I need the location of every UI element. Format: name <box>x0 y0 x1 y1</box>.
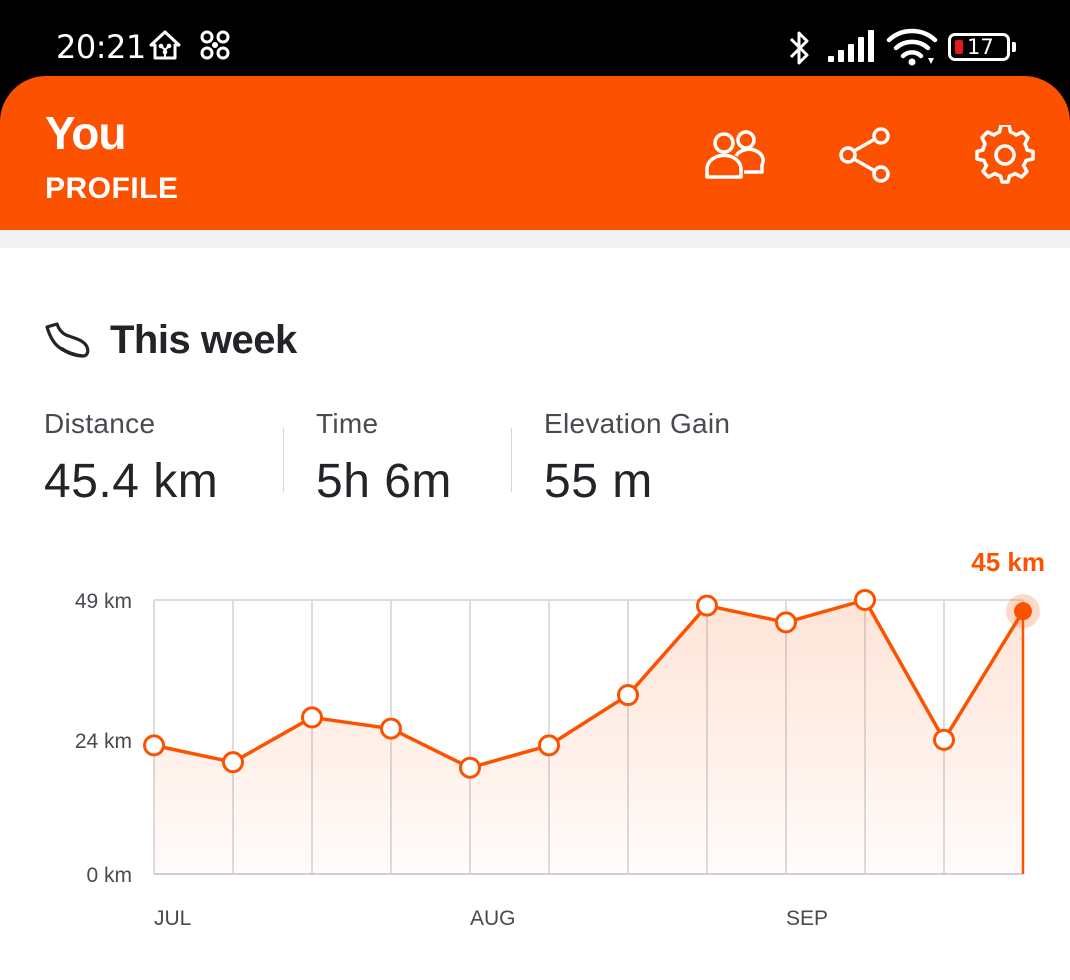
stat-divider <box>511 428 512 492</box>
data-point[interactable] <box>143 734 165 757</box>
share-icon <box>839 127 890 183</box>
stat-label: Time <box>316 408 379 439</box>
y-tick-label: 0 km <box>86 864 132 887</box>
battery-percentage: 17 <box>967 35 994 59</box>
stat-distance: Distance 45.4 km <box>44 408 218 509</box>
stat-elevation: Elevation Gain 55 m <box>544 408 730 509</box>
profile-header: You PROFILE <box>0 76 1070 230</box>
stat-divider <box>283 428 284 492</box>
friends-button[interactable] <box>700 120 770 190</box>
selected-data-point[interactable] <box>1014 602 1032 621</box>
data-point[interactable] <box>459 756 481 779</box>
distance-line <box>153 598 1025 770</box>
status-time: 20:21 <box>56 28 146 66</box>
stat-label: Elevation Gain <box>544 408 731 439</box>
data-point[interactable] <box>538 734 560 757</box>
page-subtitle: PROFILE <box>45 172 179 205</box>
stat-label: Distance <box>44 408 156 439</box>
section-title: This week <box>110 318 297 362</box>
data-point[interactable] <box>617 684 639 707</box>
week-heading: This week <box>44 318 297 363</box>
data-point[interactable] <box>301 706 323 729</box>
stat-value: 45.4 km <box>44 455 219 508</box>
signal-icon <box>828 30 874 62</box>
bluetooth-icon <box>789 31 809 65</box>
stat-value: 5h 6m <box>316 455 452 508</box>
data-point[interactable] <box>854 589 876 611</box>
y-tick-label: 24 km <box>75 730 132 753</box>
data-point[interactable] <box>933 728 955 751</box>
data-point[interactable] <box>696 594 718 617</box>
page-title: You <box>45 107 126 159</box>
share-button[interactable] <box>830 120 900 190</box>
settings-icon <box>975 125 1035 184</box>
settings-button[interactable] <box>970 120 1040 190</box>
data-point[interactable] <box>775 611 797 634</box>
home-assistant-icon <box>149 30 181 60</box>
y-tick-label: 49 km <box>75 590 132 613</box>
stat-time: Time 5h 6m <box>316 408 452 509</box>
stat-value: 55 m <box>544 455 653 508</box>
x-tick-label: SEP <box>786 907 828 930</box>
friends-icon <box>705 130 765 179</box>
header-divider <box>0 230 1070 248</box>
data-point[interactable] <box>222 751 244 774</box>
weekly-distance-chart[interactable]: 0 km 24 km 49 km JUL AUG SEP 45 km <box>0 248 1070 980</box>
data-point[interactable] <box>380 717 402 740</box>
battery-icon: 17 <box>948 33 1016 61</box>
shoe-icon <box>45 321 90 358</box>
distance-area <box>154 600 1023 874</box>
selected-value-label: 45 km <box>971 547 1045 577</box>
fan-icon <box>200 30 230 60</box>
x-tick-label: AUG <box>470 907 516 930</box>
weekly-summary-card[interactable]: This week Distance 45.4 km Time 5h 6m El… <box>0 248 1070 980</box>
wifi-icon <box>886 28 938 66</box>
x-tick-label: JUL <box>154 907 191 930</box>
